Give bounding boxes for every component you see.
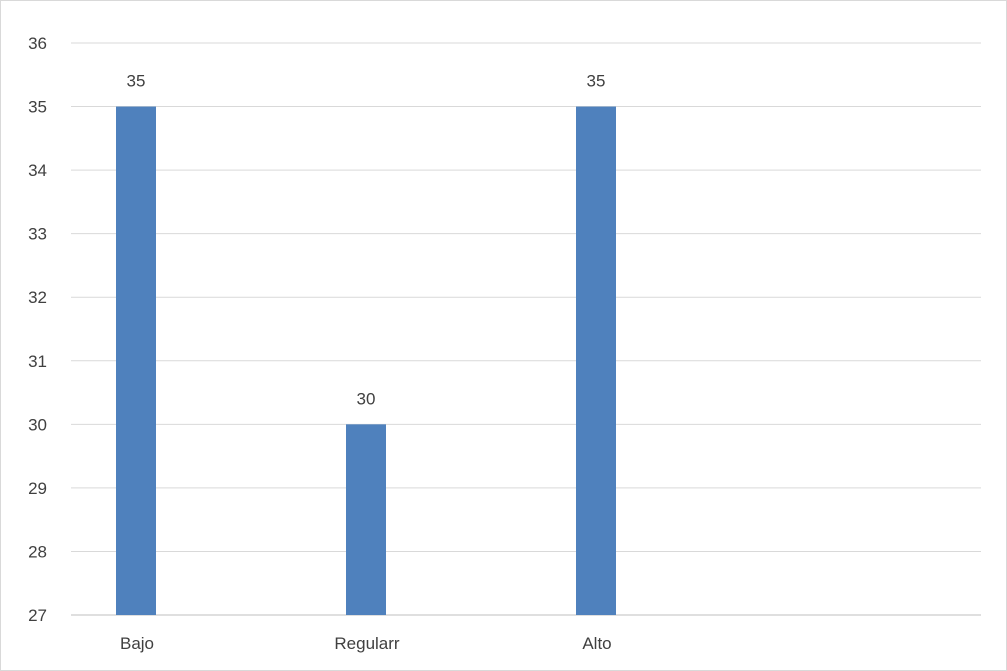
bars: [116, 106, 616, 616]
y-axis-tick-labels: 27 28 29 30 31 32 33 34 35 36: [28, 34, 47, 625]
y-tick-label: 27: [28, 606, 47, 625]
gridlines: [71, 42, 981, 616]
y-tick-label: 32: [28, 288, 47, 307]
y-tick-label: 34: [28, 161, 47, 180]
data-label-regularr: 30: [357, 389, 376, 408]
y-tick-label: 31: [28, 352, 47, 371]
y-tick-label: 33: [28, 225, 47, 244]
bar-regularr: [346, 424, 386, 615]
bar-alto: [576, 106, 616, 616]
x-tick-label-regularr: Regularr: [334, 634, 400, 653]
y-tick-label: 35: [28, 98, 47, 117]
y-tick-label: 30: [28, 415, 47, 434]
y-tick-label: 29: [28, 479, 47, 498]
bar-bajo: [116, 106, 156, 616]
x-tick-label-bajo: Bajo: [120, 634, 154, 653]
x-axis-tick-labels: Bajo Regularr Alto: [120, 634, 612, 653]
data-label-alto: 35: [587, 72, 606, 91]
data-label-bajo: 35: [127, 72, 146, 91]
data-labels: 35 30 35: [127, 72, 606, 409]
x-tick-label-alto: Alto: [582, 634, 611, 653]
y-tick-label: 36: [28, 34, 47, 53]
y-tick-label: 28: [28, 542, 47, 561]
